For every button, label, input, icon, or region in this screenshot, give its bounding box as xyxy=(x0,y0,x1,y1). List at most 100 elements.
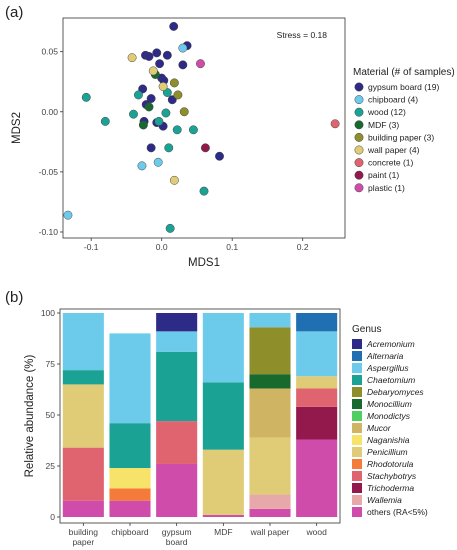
scatter-legend-label: wood (12) xyxy=(367,107,406,117)
bar-segment xyxy=(109,333,151,424)
scatter-legend-label: MDF (3) xyxy=(368,120,399,130)
bar-segment xyxy=(249,494,291,509)
scatter-legend-marker xyxy=(354,107,364,117)
bar-segment xyxy=(156,421,198,464)
scatter-point xyxy=(199,186,209,196)
bar-legend-swatch xyxy=(352,411,362,421)
bar-segment xyxy=(296,376,338,389)
scatter-point xyxy=(169,78,179,88)
bar-segment xyxy=(202,313,244,383)
bar-segment xyxy=(62,384,104,448)
scatter-legend-marker xyxy=(354,95,364,105)
bar-legend-label: Debaryomyces xyxy=(367,387,424,397)
scatter-point xyxy=(144,52,154,61)
panel-a-label: (a) xyxy=(5,4,23,21)
bar-segment xyxy=(296,439,338,517)
bar-legend-swatch xyxy=(352,399,362,409)
scatter-point xyxy=(179,107,189,117)
panel-b-label: (b) xyxy=(5,289,23,306)
scatter-point xyxy=(148,66,158,76)
bar-segment xyxy=(249,388,291,438)
bar-segment xyxy=(249,327,291,375)
x-tick-label-line: chipboard xyxy=(111,527,149,537)
bar-legend-label: Aspergillus xyxy=(366,363,409,373)
bar-segment xyxy=(202,449,244,515)
bar-segment xyxy=(202,514,244,517)
scatter-point xyxy=(188,125,198,135)
x-tick-label-line: wood xyxy=(306,527,328,537)
bar-segment xyxy=(156,351,198,422)
bar-legend-label: Wallemia xyxy=(367,495,402,505)
x-tick-label: 0.1 xyxy=(226,242,238,252)
bar-segment xyxy=(109,423,151,469)
scatter-point xyxy=(138,120,148,130)
x-tick-label-line: gypsum xyxy=(162,527,192,537)
bar-segment xyxy=(202,382,244,450)
bar-legend-title: Genus xyxy=(352,324,381,335)
bar-legend-label: Mucor xyxy=(367,423,392,433)
scatter-legend-title: Material (# of samples) xyxy=(353,67,455,78)
x-tick-label: gypsum board xyxy=(162,527,192,547)
scatter-point xyxy=(162,88,172,97)
scatter-point xyxy=(200,143,210,153)
scatter-point xyxy=(154,116,164,126)
bar-legend-swatch xyxy=(352,447,362,457)
bar-segment xyxy=(109,488,151,501)
y-tick-label: 100 xyxy=(41,308,55,318)
bar-segment xyxy=(109,468,151,489)
scatter-legend-marker xyxy=(354,82,364,92)
scatter-point xyxy=(173,90,183,100)
bar-legend-label: others (RA<5%) xyxy=(367,507,428,517)
x-tick-label: -0.1 xyxy=(84,242,99,252)
bar-segment xyxy=(62,370,104,385)
y-tick-label: 0 xyxy=(50,512,55,522)
scatter-point xyxy=(63,210,73,220)
scatter-point xyxy=(215,151,224,161)
bar-legend-label: Trichoderma xyxy=(367,483,414,493)
scatter-plot-frame xyxy=(62,17,346,239)
x-tick-label-line: paper xyxy=(72,537,94,547)
scatter-point xyxy=(164,143,174,153)
x-tick-label: wood xyxy=(306,527,328,537)
scatter-point xyxy=(165,223,175,233)
x-tick-label: 0.0 xyxy=(156,242,168,252)
bar-legend-label: Alternaria xyxy=(366,351,404,361)
bar-segment xyxy=(296,313,338,332)
bar-legend-swatch xyxy=(352,339,362,349)
scatter-point xyxy=(127,53,137,63)
y-tick-label: 0.00 xyxy=(41,107,58,117)
scatter-point xyxy=(158,82,168,91)
scatter-point xyxy=(100,116,110,126)
y-tick-label: 75 xyxy=(46,359,56,369)
bar-segment xyxy=(296,331,338,377)
y-axis-title: MDS2 xyxy=(11,112,23,144)
bar-segment xyxy=(249,508,291,517)
bar-legend-swatch xyxy=(352,387,362,397)
scatter-point xyxy=(178,43,188,53)
bar-segment xyxy=(62,447,104,501)
bar-segment xyxy=(156,313,198,332)
scatter-point xyxy=(155,59,165,69)
scatter-legend-marker xyxy=(354,183,364,193)
scatter-point xyxy=(81,92,91,102)
scatter-legend-label: paint (1) xyxy=(368,170,399,180)
x-tick-label: building paper xyxy=(69,527,99,547)
scatter-point xyxy=(178,60,188,70)
scatter-point xyxy=(196,59,205,69)
x-tick-label: wall paper xyxy=(250,527,290,537)
y-tick-label: 25 xyxy=(46,461,56,471)
bar-legend-label: Monodictys xyxy=(367,411,411,421)
x-tick-label: 0.2 xyxy=(297,242,309,252)
bar-legend-label: Naganishia xyxy=(367,435,410,445)
scatter-point xyxy=(169,175,179,185)
bar-legend-swatch xyxy=(352,363,362,373)
bar-segment xyxy=(296,406,338,440)
scatter-legend-label: chipboard (4) xyxy=(368,95,418,105)
scatter-legend-marker xyxy=(354,132,364,142)
bar-segment xyxy=(62,500,104,517)
bar-segment xyxy=(156,463,198,517)
bar-legend-swatch xyxy=(352,495,362,505)
x-axis-title: MDS1 xyxy=(188,257,220,269)
bar-legend-label: Chaetomium xyxy=(367,375,415,385)
